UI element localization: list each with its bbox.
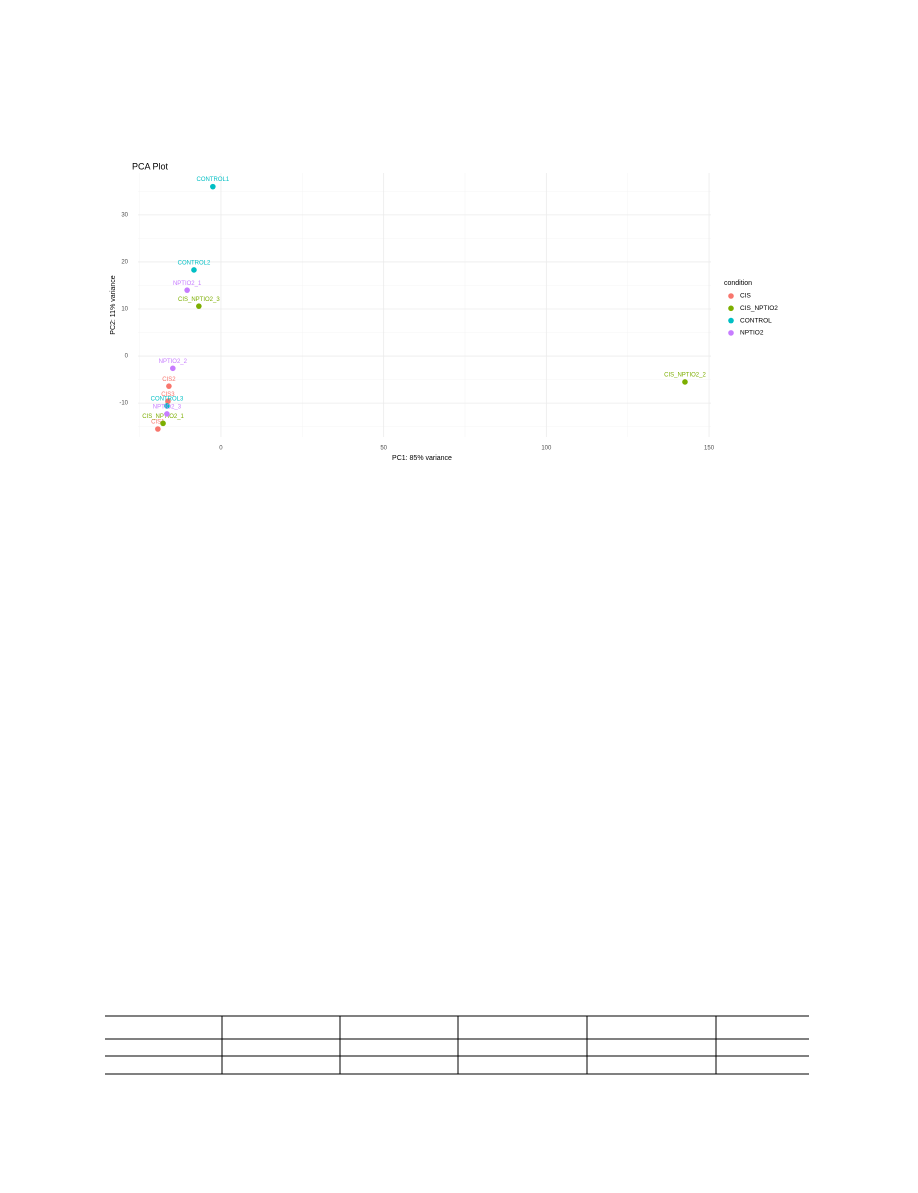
point-label: CIS3 <box>161 392 175 398</box>
point-label: CIS_NPTIO2_3 <box>178 297 220 303</box>
legend-key <box>728 293 734 299</box>
legend-key <box>728 317 734 324</box>
table <box>105 1015 809 1075</box>
data-point <box>682 379 688 385</box>
data-point <box>166 383 172 389</box>
data-point <box>196 303 202 309</box>
legend-label: CIS_NPTIO2 <box>740 305 778 312</box>
y-tick-label: 10 <box>121 307 128 313</box>
point-label: NPTIO2_2 <box>159 359 188 365</box>
legend-title: condition <box>724 280 752 287</box>
x-tick-label: 150 <box>704 446 715 452</box>
data-point <box>164 411 170 417</box>
y-tick-label: 20 <box>121 260 128 266</box>
data-point <box>184 287 190 293</box>
x-tick-label: 100 <box>541 446 552 452</box>
point-label: CIS2 <box>162 377 176 383</box>
data-point <box>155 426 161 432</box>
x-tick-label: 0 <box>219 446 223 452</box>
legend-label: CIS <box>740 293 752 300</box>
data-point <box>160 420 166 427</box>
point-label: CIS_NPTIO2_2 <box>664 373 706 379</box>
point-label: CONTROL1 <box>197 177 230 183</box>
point-label: CONTROL2 <box>178 261 211 267</box>
data-point <box>191 267 197 273</box>
point-label: CIS1 <box>151 420 165 426</box>
data-point <box>170 365 176 372</box>
legend-label: NPTIO2 <box>740 330 764 337</box>
chart-title: PCA Plot <box>132 161 169 171</box>
data-point <box>164 403 170 409</box>
legend-key <box>728 305 734 312</box>
y-tick-label: -10 <box>119 401 128 407</box>
data-point <box>165 398 171 405</box>
y-axis-label: PC2: 11% variance <box>110 275 117 335</box>
legend-key <box>728 330 734 336</box>
point-label: NPTIO2_3 <box>153 405 182 411</box>
point-label: NPTIO2_1 <box>173 281 202 287</box>
legend-label: CONTROL <box>740 317 772 324</box>
x-axis-label: PC1: 85% variance <box>392 455 452 462</box>
y-tick-label: 0 <box>125 354 129 360</box>
point-label: CIS_NPTIO2_1 <box>142 414 184 420</box>
data-point <box>210 183 216 190</box>
point-label: CONTROL3 <box>151 397 184 403</box>
y-tick-label: 30 <box>121 212 128 218</box>
x-tick-label: 50 <box>380 446 387 452</box>
plot-panel <box>138 173 711 437</box>
